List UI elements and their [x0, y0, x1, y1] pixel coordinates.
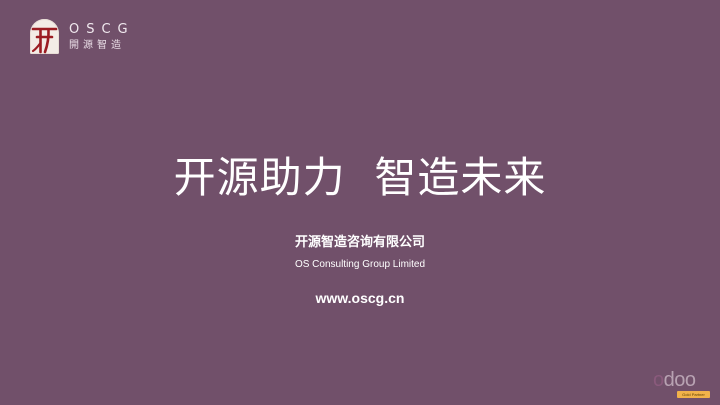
slide-title: 开源助力 智造未来	[173, 153, 547, 202]
odoo-first-letter: o	[653, 369, 664, 391]
logo-name-cn: 開源智造	[69, 39, 125, 51]
company-name-cn: 开源智造咨询有限公司	[294, 235, 425, 250]
oscg-logo: OSCG 開源智造	[30, 19, 135, 54]
odoo-partner-logo: odoo Gold Partner	[653, 370, 711, 400]
logo-name-en: OSCG	[69, 21, 135, 37]
odoo-rest: doo	[663, 369, 696, 391]
company-website: www.oscg.cn	[315, 290, 405, 306]
odoo-wordmark: odoo	[653, 370, 696, 390]
gold-partner-badge: Gold Partner	[677, 391, 710, 398]
logo-text: OSCG 開源智造	[69, 23, 135, 51]
company-name-en: OS Consulting Group Limited	[294, 259, 426, 270]
oscg-logo-icon	[30, 19, 59, 54]
